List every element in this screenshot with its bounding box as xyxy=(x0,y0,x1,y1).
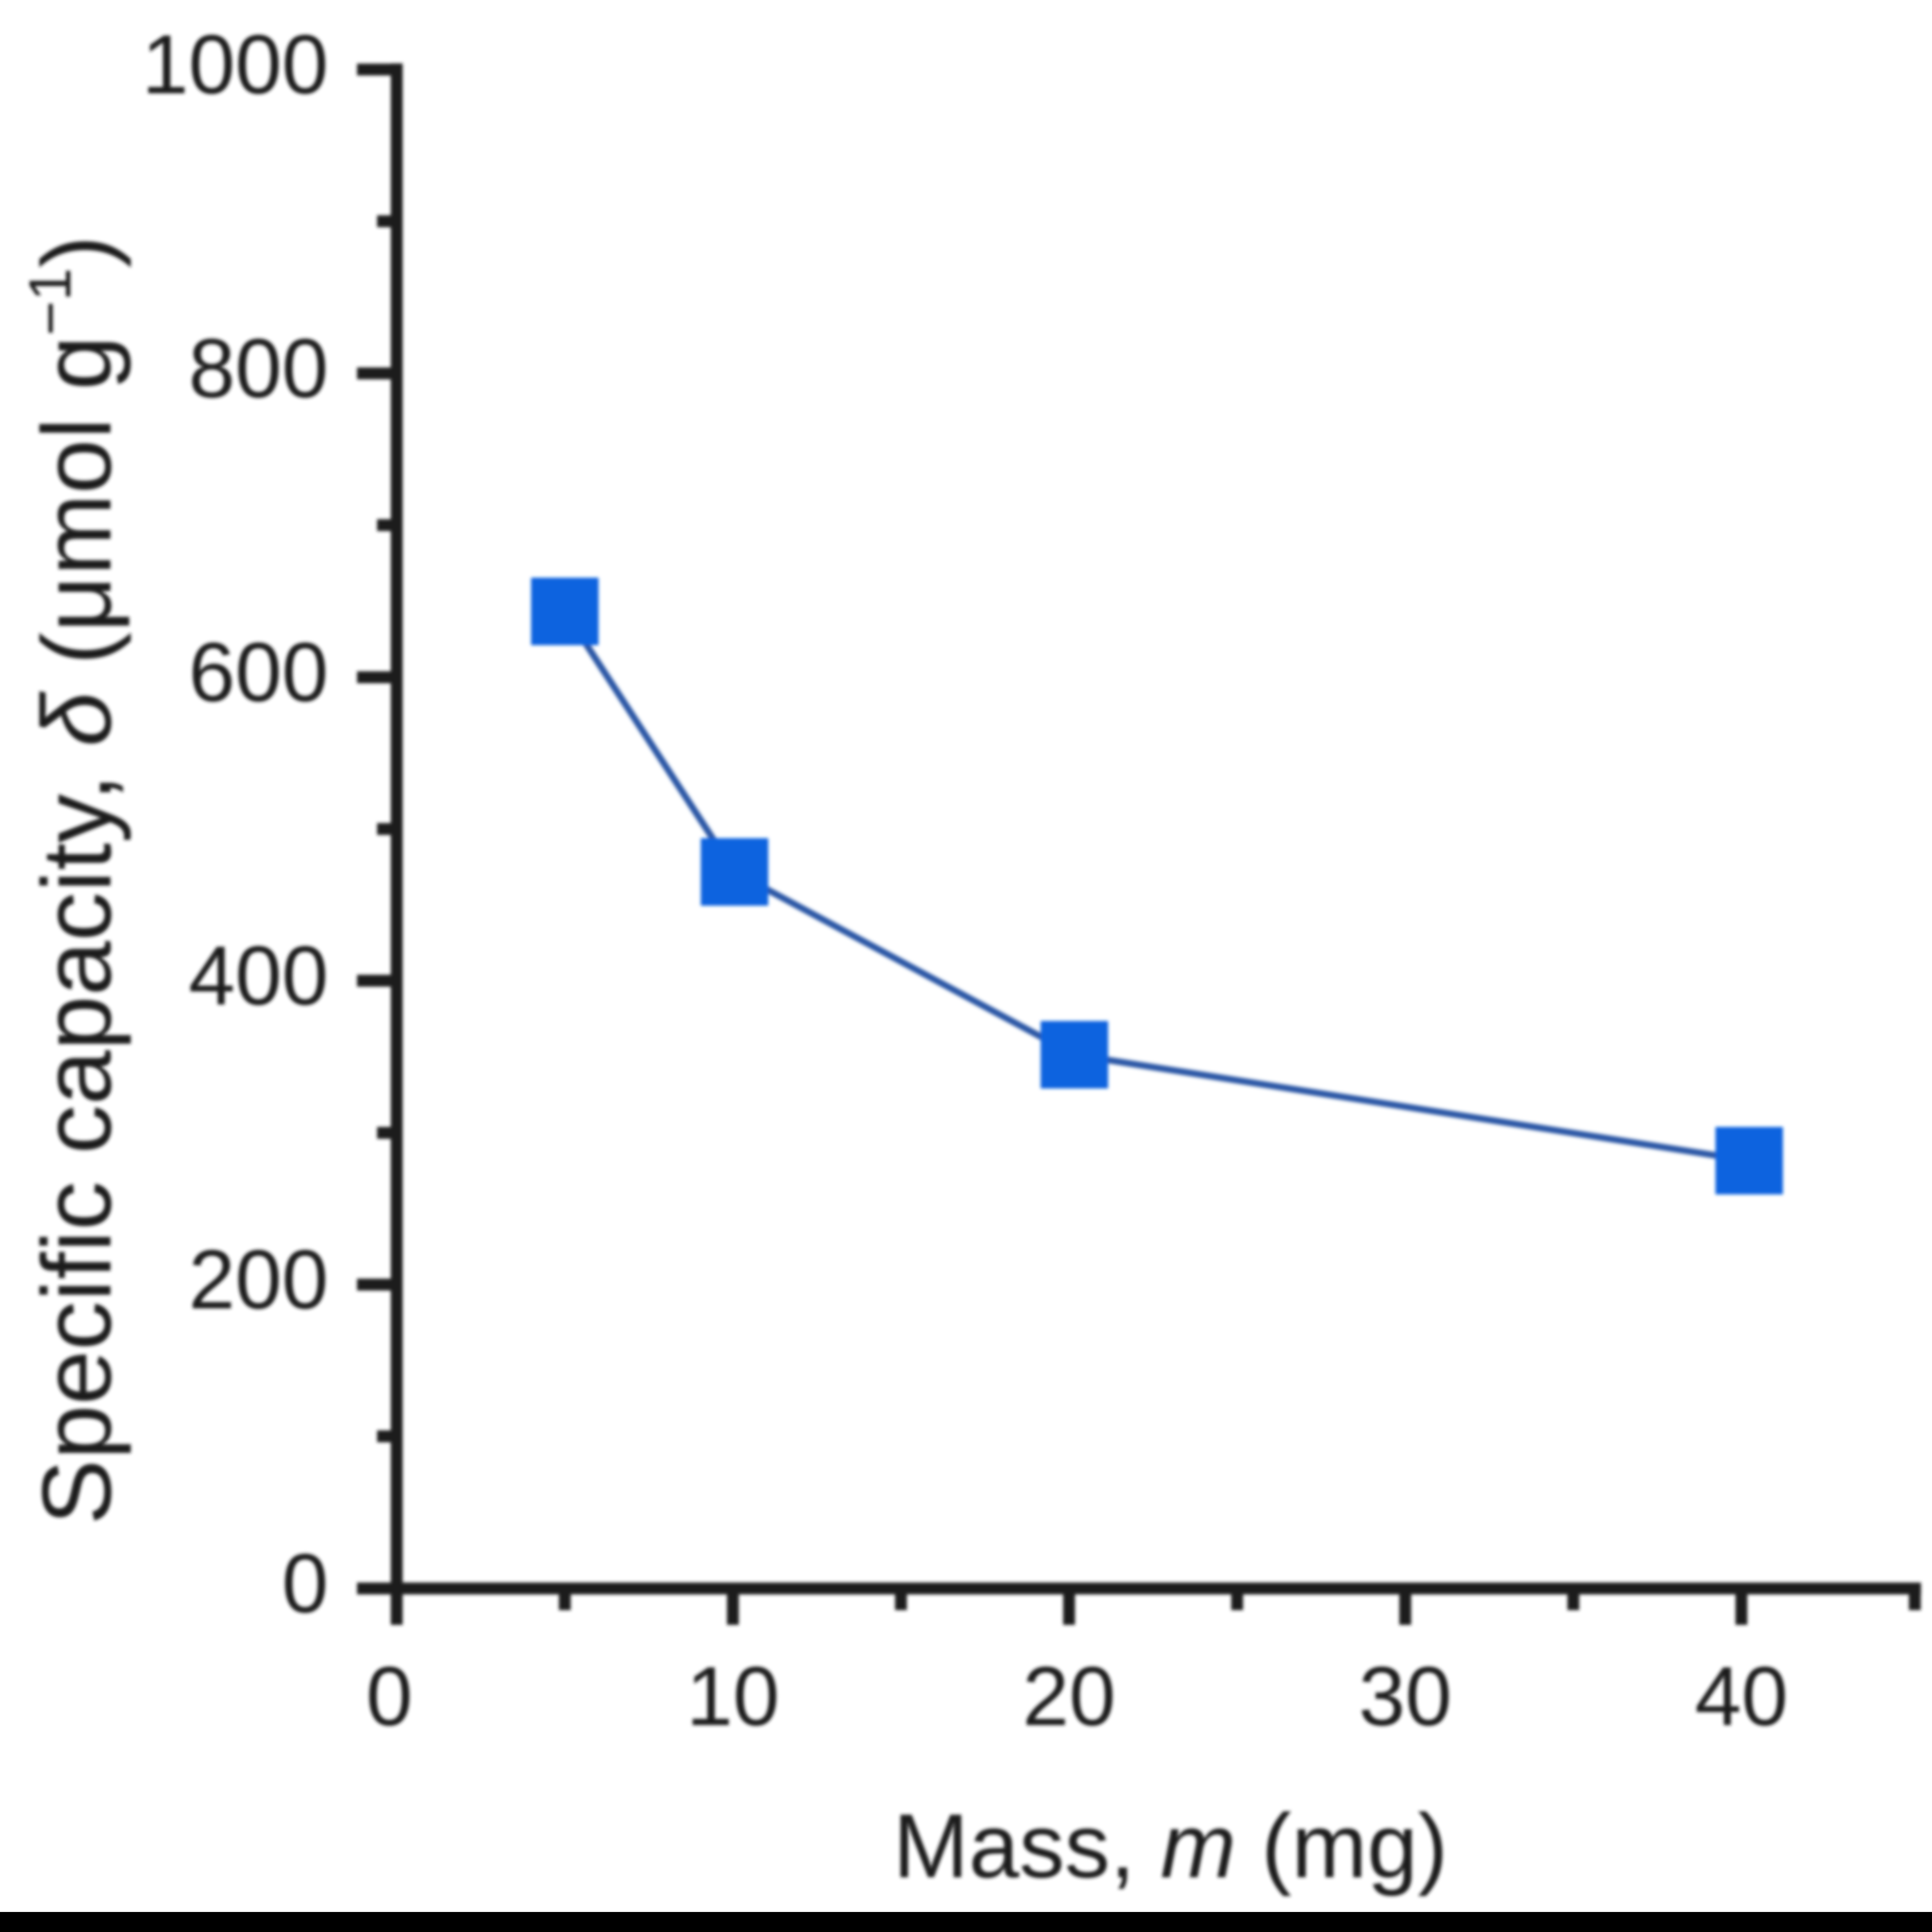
svg-text:200: 200 xyxy=(189,1233,328,1326)
svg-text:10: 10 xyxy=(686,1649,780,1743)
svg-text:400: 400 xyxy=(189,929,328,1022)
svg-text:Specific capacity, δ (μmol g−1: Specific capacity, δ (μmol g−1) xyxy=(17,235,131,1525)
svg-text:40: 40 xyxy=(1695,1649,1788,1743)
svg-text:0: 0 xyxy=(282,1537,328,1630)
svg-text:800: 800 xyxy=(189,321,328,415)
svg-text:20: 20 xyxy=(1022,1649,1116,1743)
svg-text:Mass, m (mg): Mass, m (mg) xyxy=(893,1795,1448,1897)
svg-text:0: 0 xyxy=(366,1649,413,1743)
svg-text:600: 600 xyxy=(189,625,328,719)
svg-text:1000: 1000 xyxy=(142,18,328,111)
svg-text:30: 30 xyxy=(1359,1649,1452,1743)
